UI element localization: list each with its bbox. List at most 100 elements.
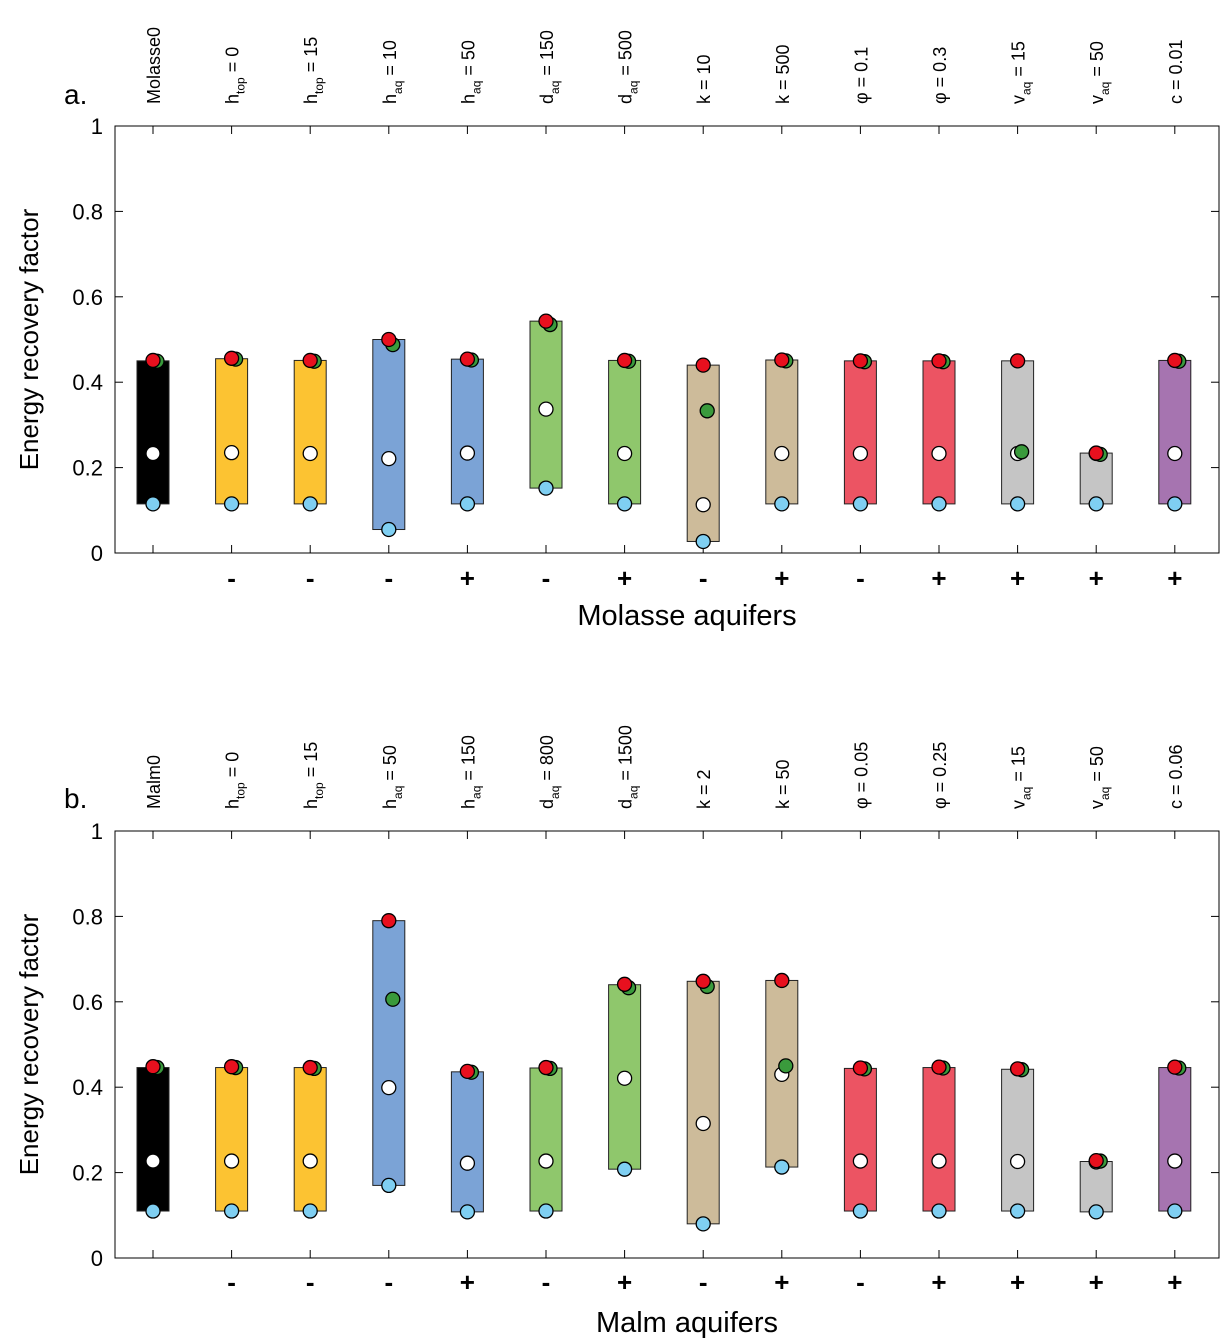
data-point [145,1059,161,1075]
x-axis-label: Molasse aquifers [577,600,796,632]
range-bar [450,1071,484,1213]
y-tick-label: 0.2 [72,1161,103,1186]
data-point [695,1216,711,1232]
category-label: Malm0 [144,755,164,809]
data-point [381,1079,397,1096]
data-point [1009,353,1026,369]
category-label: vaq = 50 [1087,746,1112,809]
sign-label: - [542,563,551,593]
data-point [778,1058,794,1074]
data-point [852,1060,869,1076]
data-point [223,1059,240,1075]
range-bar [293,1067,327,1212]
data-point [852,1203,869,1219]
data-point [538,1203,554,1219]
data-point [381,331,397,348]
sign-label: + [460,563,475,593]
data-point [223,1203,240,1219]
sign-label: + [1010,563,1025,593]
data-point [223,445,240,461]
category-label: haq = 150 [458,735,483,809]
range-bar [293,359,327,505]
range-bar [215,358,249,505]
data-point [695,973,711,989]
range-bar [765,359,799,505]
panel-label: a. [64,79,87,110]
range-bar [608,359,642,505]
data-point [931,1059,947,1075]
category-label: φ = 0.3 [930,47,950,104]
range-bar [686,980,720,1225]
sign-label: + [774,1267,789,1297]
data-point [1167,1153,1183,1169]
y-tick-label: 0.8 [72,199,103,224]
category-label: φ = 0.25 [930,742,950,809]
data-point [616,1161,633,1177]
data-point [852,496,869,512]
y-tick-label: 0.6 [72,990,103,1015]
data-point [459,1063,476,1080]
data-point [774,352,790,368]
data-point [931,445,947,462]
range-bar [136,360,170,505]
sign-label: - [384,1267,393,1297]
data-point [302,496,318,512]
category-label: daq = 150 [537,30,562,104]
data-point [616,1070,633,1086]
y-tick-label: 0 [91,541,103,566]
range-bar [1079,452,1113,505]
data-point [459,1204,476,1220]
data-point [302,352,318,369]
data-point [145,352,161,369]
data-point [1167,445,1183,462]
data-point [459,445,476,461]
y-tick-label: 0 [91,1246,103,1271]
data-point [1088,496,1104,512]
category-label: daq = 1500 [616,725,641,809]
sign-label: + [1089,1267,1104,1297]
sign-label: + [1089,563,1104,593]
category-label: k = 50 [773,759,793,809]
data-point [931,496,947,512]
range-bar [1001,1068,1035,1212]
category-label: vaq = 15 [1009,41,1034,104]
category-label: k = 10 [694,54,714,104]
category-label: daq = 500 [616,30,641,104]
category-label: daq = 800 [537,735,562,809]
data-point [695,357,711,373]
data-point [1009,1203,1026,1219]
range-bar [529,1067,563,1212]
y-axis-label: Energy recovery factor [14,913,44,1175]
data-point [223,1153,240,1169]
category-label: htop = 0 [223,47,248,104]
range-bar [372,920,406,1186]
data-point [774,496,790,512]
plot-frame [114,125,1220,554]
data-point [302,445,318,462]
category-label: htop = 15 [301,742,326,809]
range-bar [1158,359,1192,505]
range-bar [843,360,877,505]
sign-label: - [699,563,708,593]
sign-label: - [856,563,865,593]
data-point [1009,1153,1026,1170]
y-tick-label: 1 [91,114,103,139]
sign-label: - [856,1267,865,1297]
y-tick-label: 1 [91,819,103,844]
category-label: haq = 50 [380,745,405,809]
x-axis-label: Malm aquifers [596,1307,778,1339]
sign-label: - [384,563,393,593]
y-tick-label: 0.4 [72,1075,103,1100]
data-point [852,353,869,369]
sign-label: + [1010,1267,1025,1297]
range-bar [843,1067,877,1212]
data-point [302,1203,318,1219]
data-point [616,496,633,512]
category-label: c = 0.06 [1166,744,1186,809]
y-tick-label: 0.4 [72,370,103,395]
category-label: k = 2 [694,769,714,809]
data-point [852,445,869,462]
sign-label: - [306,1267,315,1297]
range-bar [1158,1067,1192,1212]
category-label: k = 500 [773,44,793,104]
